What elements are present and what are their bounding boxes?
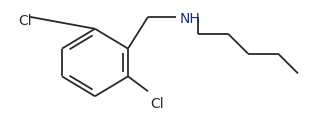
Text: Cl: Cl bbox=[18, 14, 32, 28]
Text: Cl: Cl bbox=[150, 96, 164, 110]
Text: NH: NH bbox=[180, 12, 201, 26]
